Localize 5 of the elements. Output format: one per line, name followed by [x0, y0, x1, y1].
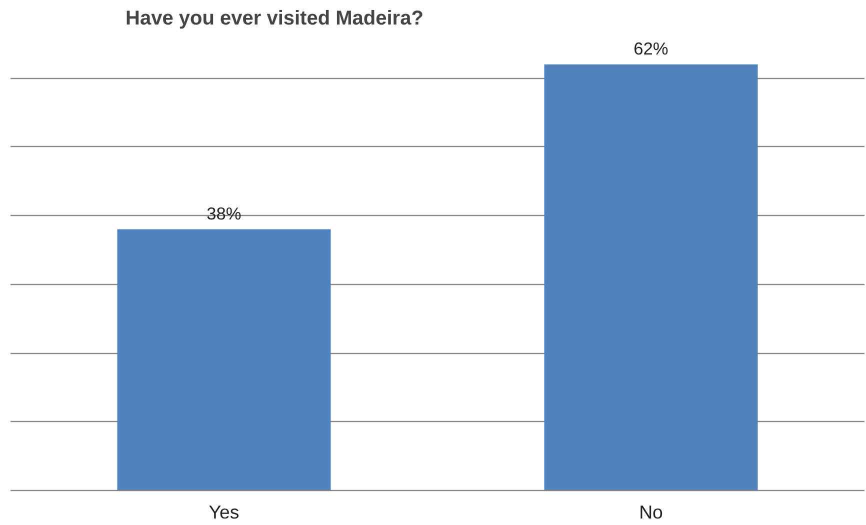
data-label: 62% [634, 38, 668, 58]
chart-title: Have you ever visited Madeira? [126, 8, 424, 30]
data-label: 38% [206, 203, 242, 224]
x-tick-label: No [639, 502, 663, 522]
x-tick-label: Yes [208, 502, 240, 522]
